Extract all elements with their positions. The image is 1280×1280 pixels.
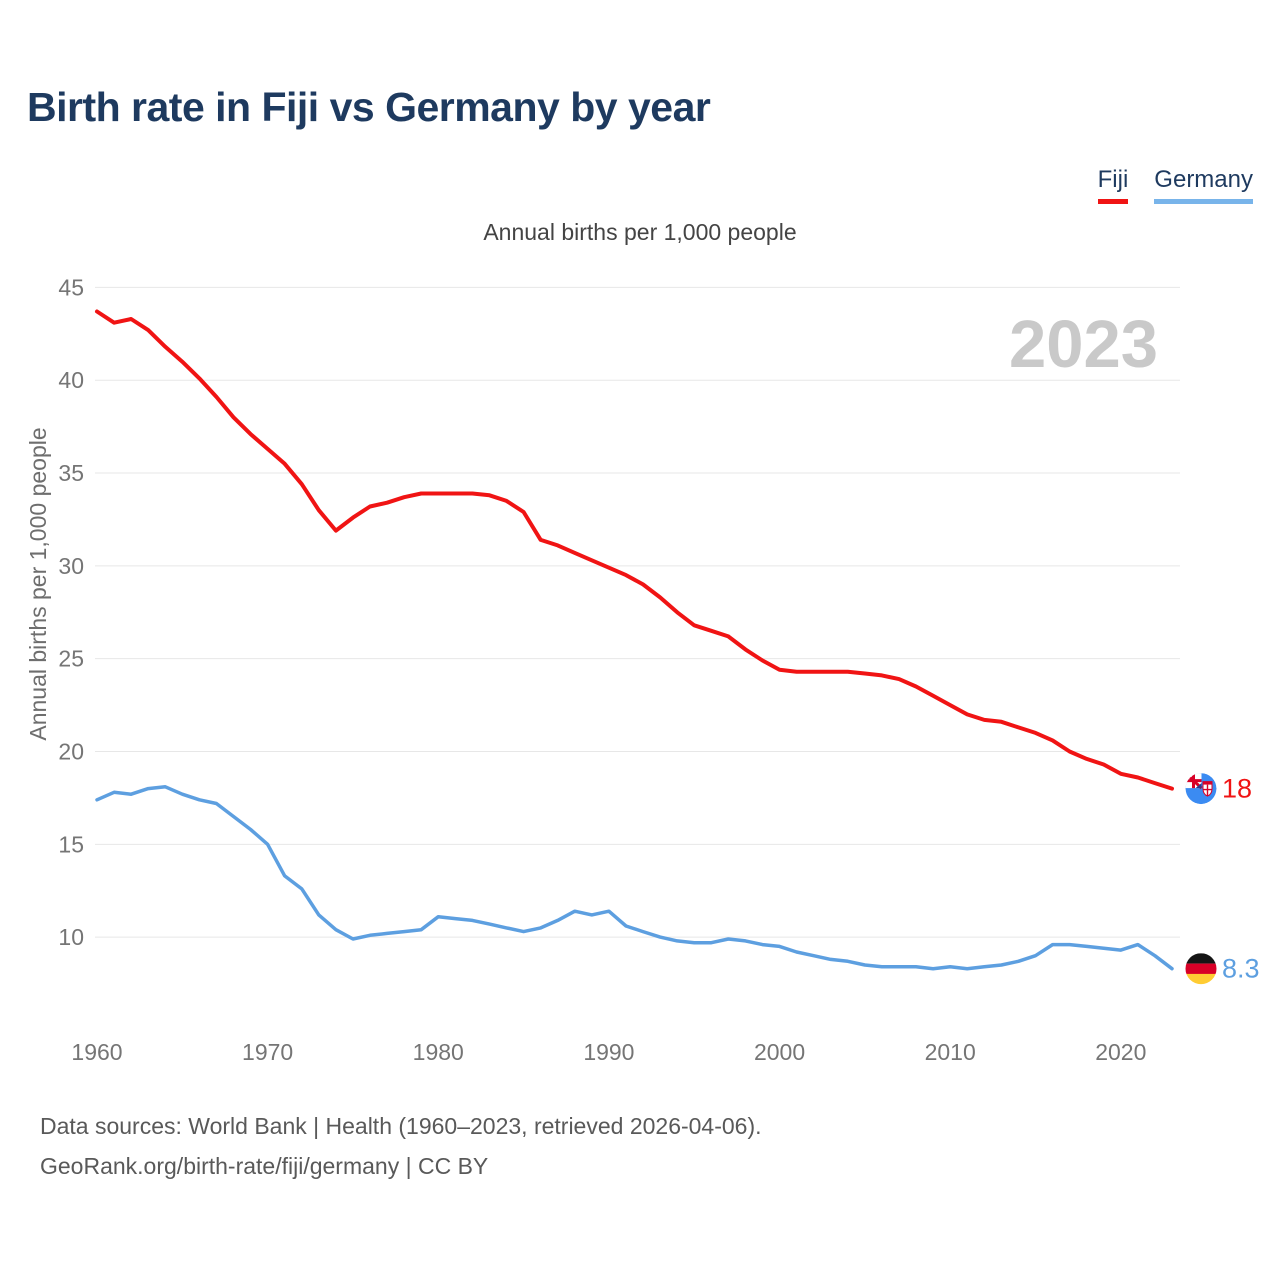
fiji-flag-icon [1185,773,1217,805]
y-tick-label: 30 [58,553,84,579]
footer-sources: Data sources: World Bank | Health (1960–… [40,1113,762,1139]
x-tick-label: 1990 [583,1039,634,1065]
x-tick-label: 1970 [242,1039,293,1065]
footer: Data sources: World Bank | Health (1960–… [40,1106,762,1186]
page-title: Birth rate in Fiji vs Germany by year [27,84,711,130]
x-tick-label: 1980 [413,1039,464,1065]
year-watermark: 2023 [1009,307,1158,382]
legend-item-fiji[interactable]: Fiji [1097,166,1129,204]
x-tick-label: 1960 [71,1039,122,1065]
y-tick-label: 35 [58,460,84,486]
y-tick-label: 20 [58,739,84,765]
y-axis-title: Annual births per 1,000 people [25,427,51,740]
fiji-line [95,309,1174,791]
x-tick-label: 2010 [925,1039,976,1065]
germany-line [95,785,1174,971]
footer-attribution: GeoRank.org/birth-rate/fiji/germany | CC… [40,1153,489,1179]
y-tick-label: 45 [58,274,84,300]
x-tick-label: 2020 [1095,1039,1146,1065]
germany-flag-icon [1185,953,1217,985]
legend: Fiji Germany [1097,166,1253,204]
fiji-end-value: 18 [1222,774,1252,804]
legend-item-germany[interactable]: Germany [1154,166,1253,204]
y-tick-label: 10 [58,924,84,950]
y-tick-label: 25 [58,646,84,672]
y-tick-label: 40 [58,367,84,393]
y-tick-label: 15 [58,831,84,857]
chart-subtitle: Annual births per 1,000 people [483,219,797,245]
germany-end-value: 8.3 [1222,954,1260,984]
x-tick-label: 2000 [754,1039,805,1065]
